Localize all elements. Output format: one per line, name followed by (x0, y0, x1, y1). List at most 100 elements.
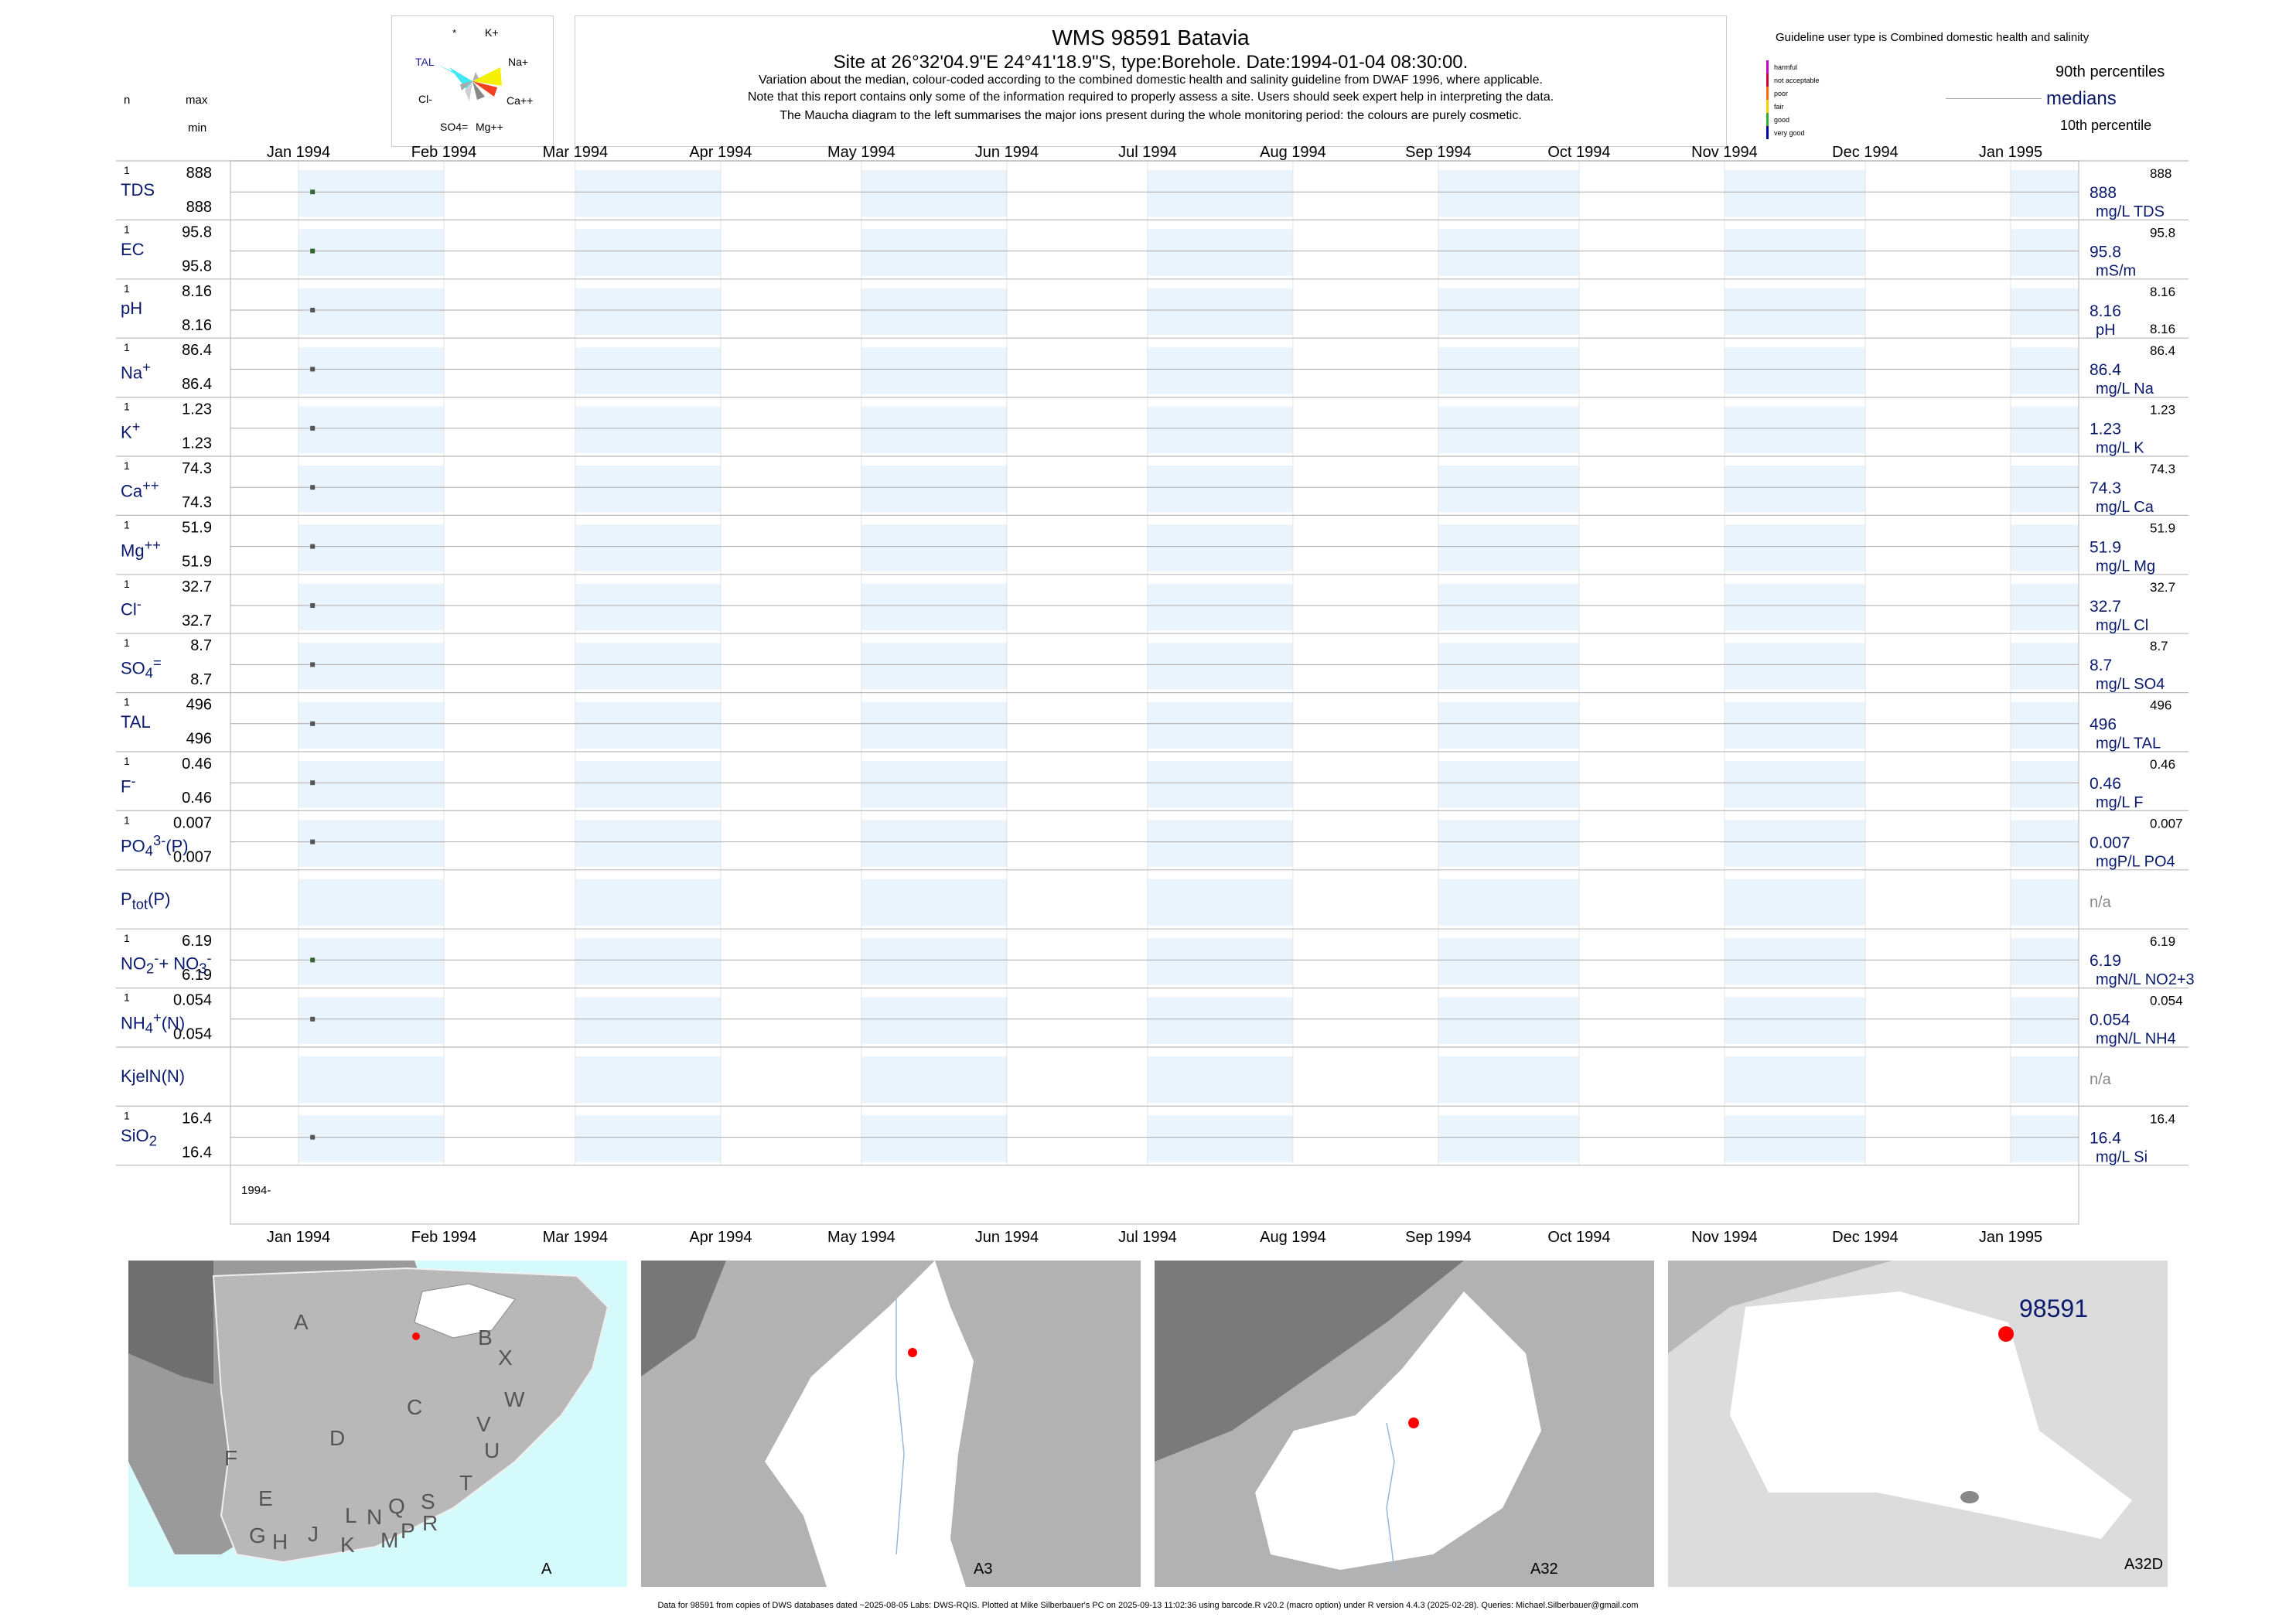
legend-p90: 90th percentiles (2055, 63, 2165, 80)
data-point (310, 248, 316, 254)
row-n: 1 (124, 223, 130, 235)
row-label: Ptot(P) (121, 889, 171, 913)
month-band (575, 1056, 721, 1104)
row-min: 0.007 (173, 848, 212, 865)
month-band (2011, 643, 2079, 690)
row-label: K+ (121, 418, 141, 442)
month-band (1147, 701, 1293, 749)
month-band (1438, 466, 1579, 513)
row-min: 496 (186, 731, 212, 748)
title-box: WMS 98591 Batavia Site at 26°32'04.9"E 2… (575, 15, 1727, 147)
data-point (310, 1016, 316, 1022)
row-min: 1.23 (182, 435, 212, 452)
row-label: PO43-(P) (121, 831, 189, 858)
map-a3-river (896, 1299, 905, 1555)
data-point (310, 1134, 316, 1140)
row-max: 1.23 (182, 401, 212, 418)
month-band (861, 701, 1007, 749)
row-label: NH4+(N) (121, 1008, 186, 1035)
data-point (310, 544, 316, 549)
month-label-bottom: Oct 1994 (1547, 1229, 1610, 1246)
row-median: 0.46 (2090, 775, 2121, 793)
row-max: 8.16 (182, 283, 212, 300)
row-label: Mg++ (121, 536, 161, 560)
map-a-svg (128, 1261, 609, 1564)
row-n: 1 (124, 991, 130, 1004)
month-band (1724, 938, 1865, 985)
row-median: 6.19 (2090, 952, 2121, 970)
month-band (299, 761, 445, 808)
data-point (310, 189, 316, 195)
year-label: 1994- (241, 1184, 271, 1197)
row-p90: 86.4 (2150, 343, 2175, 358)
month-label-bottom: Jan 1994 (267, 1229, 330, 1246)
month-band (1438, 820, 1579, 867)
map-a32d-dam (1960, 1491, 1979, 1503)
row-unit: mg/L K (2096, 440, 2144, 457)
row-p90: 1.23 (2150, 403, 2175, 418)
data-point (310, 425, 316, 431)
maucha-cl-sector (460, 81, 473, 90)
guideline-legend: harmful not acceptable poor fair good ve… (1765, 59, 1827, 148)
map-a-region-q-label: Q (388, 1494, 405, 1518)
legend-label-fair: fair (1774, 103, 1784, 111)
month-band (2011, 938, 2079, 985)
map-a32-site-dot (1408, 1418, 1419, 1428)
data-point (310, 308, 316, 312)
row-max: 0.054 (173, 992, 212, 1009)
row-label-box: pH (121, 299, 142, 318)
row-label-box: Cl- (121, 595, 142, 619)
month-band (1724, 406, 1865, 453)
row-p90: 51.9 (2150, 520, 2175, 535)
row-label-box: Na+ (121, 359, 151, 383)
month-band (1438, 643, 1579, 690)
map-a-region-e-label: E (258, 1486, 273, 1510)
month-band (861, 643, 1007, 690)
map-a-region-u-label: U (484, 1438, 500, 1462)
month-label-bottom: Aug 1994 (1260, 1229, 1326, 1246)
map-a32d-catchment (1730, 1291, 2132, 1539)
month-band (1438, 761, 1579, 808)
month-band (1438, 524, 1579, 571)
row-label: Na+ (121, 359, 151, 383)
month-band (299, 1056, 445, 1104)
row-label: KjelN(N) (121, 1066, 186, 1087)
map-a32d-label: A32D (2124, 1556, 2164, 1573)
row-label-box: TAL (121, 712, 151, 732)
month-label-top: Mar 1994 (543, 144, 609, 161)
month-band (299, 170, 445, 217)
month-band (2011, 524, 2079, 571)
month-band (1724, 701, 1865, 749)
row-p90: 32.7 (2150, 580, 2175, 595)
map-a-region-m-label: M (380, 1528, 399, 1552)
data-point (310, 839, 316, 844)
col-head-min: min (188, 121, 207, 135)
maucha-diagram: * K+ Na+ Ca++ Mg++ SO4= Cl- TAL (391, 15, 554, 147)
row-min: 74.3 (182, 494, 212, 511)
row-unit: mgN/L NH4 (2096, 1031, 2176, 1048)
map-a-region-d-label: D (329, 1426, 346, 1450)
month-band (1438, 583, 1579, 631)
map-a32: A32 (1155, 1261, 1654, 1587)
map-a32-label: A32 (1530, 1561, 1558, 1578)
row-label-box: F- (121, 773, 136, 796)
map-a32-river (1386, 1422, 1395, 1571)
legend-swatch-not-acceptable (1766, 73, 1769, 87)
month-label-bottom: Feb 1994 (411, 1229, 477, 1246)
row-min: 95.8 (182, 258, 212, 275)
row-median: 51.9 (2090, 538, 2121, 556)
month-band (1724, 347, 1865, 394)
row-p90: 8.7 (2150, 639, 2168, 653)
row-median: 8.16 (2090, 302, 2121, 320)
month-label-top: Feb 1994 (411, 144, 477, 161)
month-band (1147, 938, 1293, 985)
month-band (1438, 938, 1579, 985)
month-band (299, 466, 445, 513)
row-median: 86.4 (2090, 361, 2121, 379)
legend-label-not-acceptable: not acceptable (1774, 77, 1820, 84)
map-a-region-g-label: G (249, 1523, 266, 1547)
month-band (575, 820, 721, 867)
row-label-box: TDS (121, 180, 155, 200)
data-point (310, 367, 316, 372)
month-band (1724, 997, 1865, 1044)
